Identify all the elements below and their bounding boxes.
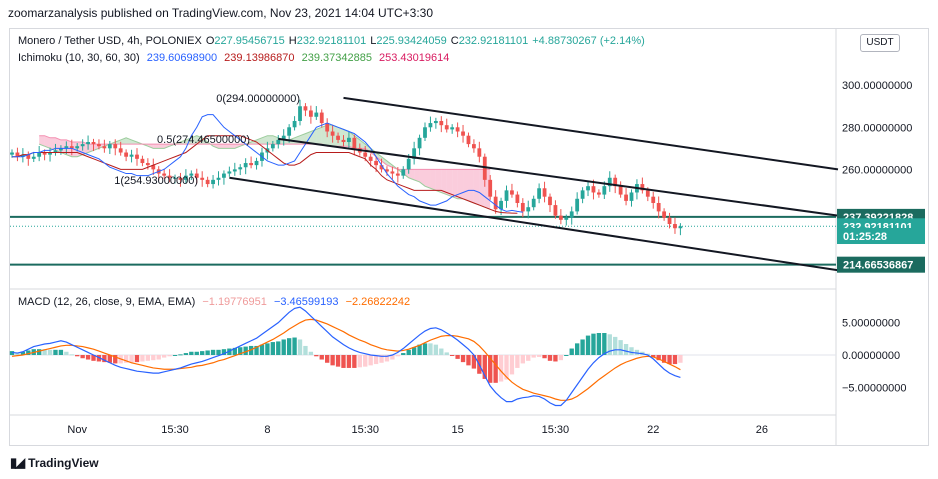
change-value: +4.88730267 (+2.14%) — [532, 35, 645, 47]
close-value: 232.92181101 — [458, 35, 529, 47]
open-label: O — [205, 35, 215, 47]
open-value: 227.95456715 — [214, 35, 285, 47]
macd-hist-value: −1.19776951 — [202, 296, 267, 308]
brand-text: TradingView — [28, 456, 99, 470]
ichimoku-kijun-value: 239.13986870 — [224, 52, 295, 64]
ichimoku-title: Ichimoku (10, 30, 60, 30) — [18, 52, 140, 64]
tv-icon: ▮◢ — [10, 455, 25, 470]
main-legend: Monero / Tether USD, 4h, POLONIEX O227.95… — [18, 35, 649, 47]
ichimoku-spanb-value: 253.43019614 — [379, 52, 450, 64]
ichimoku-tenkan-value: 239.60698900 — [146, 52, 218, 64]
low-value: 225.93424059 — [376, 35, 447, 47]
macd-line-value: −3.46599193 — [273, 296, 339, 308]
attribution: zoomarzanalysis published on TradingView… — [8, 6, 434, 20]
ichimoku-legend: Ichimoku (10, 30, 60, 30) 239.60698900 2… — [18, 52, 453, 64]
macd-title: MACD (12, 26, close, 9, EMA, EMA) — [18, 296, 196, 308]
ichimoku-chikou-value: 239.37342885 — [301, 52, 372, 64]
macd-signal-value: −2.26822242 — [345, 296, 411, 308]
macd-legend: MACD (12, 26, close, 9, EMA, EMA) −1.197… — [18, 296, 414, 308]
high-label: H — [288, 35, 297, 47]
high-value: 232.92181101 — [296, 35, 367, 47]
currency-button[interactable]: USDT — [860, 34, 900, 52]
close-label: C — [450, 35, 459, 47]
low-label: L — [370, 35, 377, 47]
chart-frame — [9, 28, 929, 446]
symbol-title: Monero / Tether USD, 4h, POLONIEX — [18, 35, 202, 47]
tradingview-logo: ▮◢ TradingView — [10, 455, 99, 471]
